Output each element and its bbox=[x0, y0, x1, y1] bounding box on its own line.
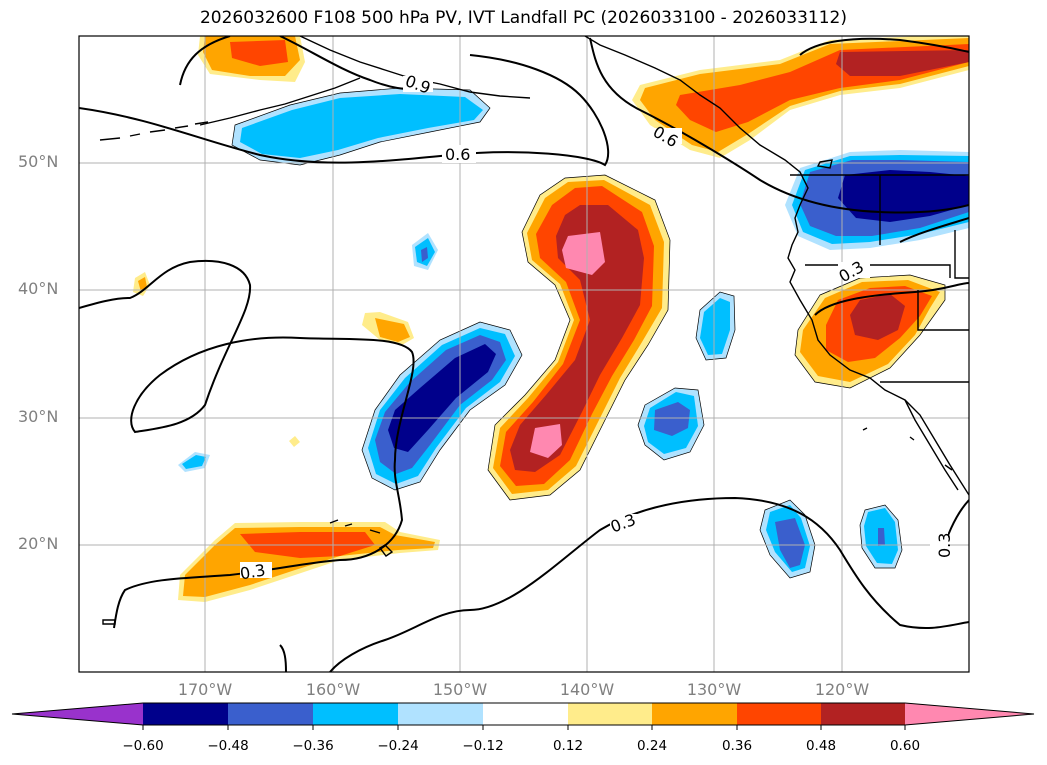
colorbar-label: 0.60 bbox=[889, 738, 921, 754]
lon-tick-120w: 120°W bbox=[814, 680, 870, 699]
negative-anomaly-small bbox=[178, 233, 902, 578]
lat-tick-40n: 40°N bbox=[18, 279, 59, 298]
lon-tick-130w: 130°W bbox=[686, 680, 742, 699]
colorbar bbox=[11, 702, 1035, 730]
colorbar-label: 0.36 bbox=[721, 738, 753, 754]
lat-tick-50n: 50°N bbox=[18, 152, 59, 171]
negative-anomaly-gulf-of-alaska bbox=[232, 88, 490, 165]
colorbar-extend-low bbox=[12, 703, 143, 725]
lat-tick-30n: 30°N bbox=[18, 407, 59, 426]
colorbar-label: 0.24 bbox=[636, 738, 668, 754]
lon-tick-170w: 170°W bbox=[177, 680, 233, 699]
map-title: 2026032600 F108 500 hPa PV, IVT Landfall… bbox=[199, 8, 847, 28]
shading-outlines bbox=[231, 87, 946, 579]
map-frame bbox=[78, 35, 970, 673]
lon-tick-150w: 150°W bbox=[432, 680, 488, 699]
colorbar-label: 0.48 bbox=[805, 738, 837, 754]
colorbar-label: 0.12 bbox=[552, 738, 584, 754]
positive-anomaly-california bbox=[795, 275, 945, 388]
contour-label-06-west: 0.6 bbox=[445, 145, 470, 164]
positive-anomaly-northwest bbox=[198, 36, 305, 82]
colorbar-label: −0.60 bbox=[122, 738, 164, 754]
colorbar-label: −0.36 bbox=[292, 738, 334, 754]
pv-contours bbox=[79, 36, 969, 672]
positive-anomaly-central bbox=[488, 175, 670, 500]
colorbar-label: −0.12 bbox=[462, 738, 504, 754]
negative-anomaly-central bbox=[362, 322, 522, 490]
lon-tick-160w: 160°W bbox=[305, 680, 361, 699]
lat-tick-20n: 20°N bbox=[18, 534, 59, 553]
contour-label-03-hawaii: 0.3 bbox=[238, 560, 266, 583]
contour-label-03-east: 0.3 bbox=[935, 533, 954, 558]
colorbar-extend-high bbox=[905, 703, 1034, 725]
map-content: 0.9 0.6 0.6 0.3 0.3 0.3 0.3 bbox=[79, 36, 969, 672]
lon-tick-140w: 140°W bbox=[559, 680, 615, 699]
positive-anomaly-northeast bbox=[632, 36, 969, 158]
graticule bbox=[79, 36, 969, 672]
colorbar-label: −0.24 bbox=[377, 738, 419, 754]
colorbar-label: −0.48 bbox=[207, 738, 249, 754]
